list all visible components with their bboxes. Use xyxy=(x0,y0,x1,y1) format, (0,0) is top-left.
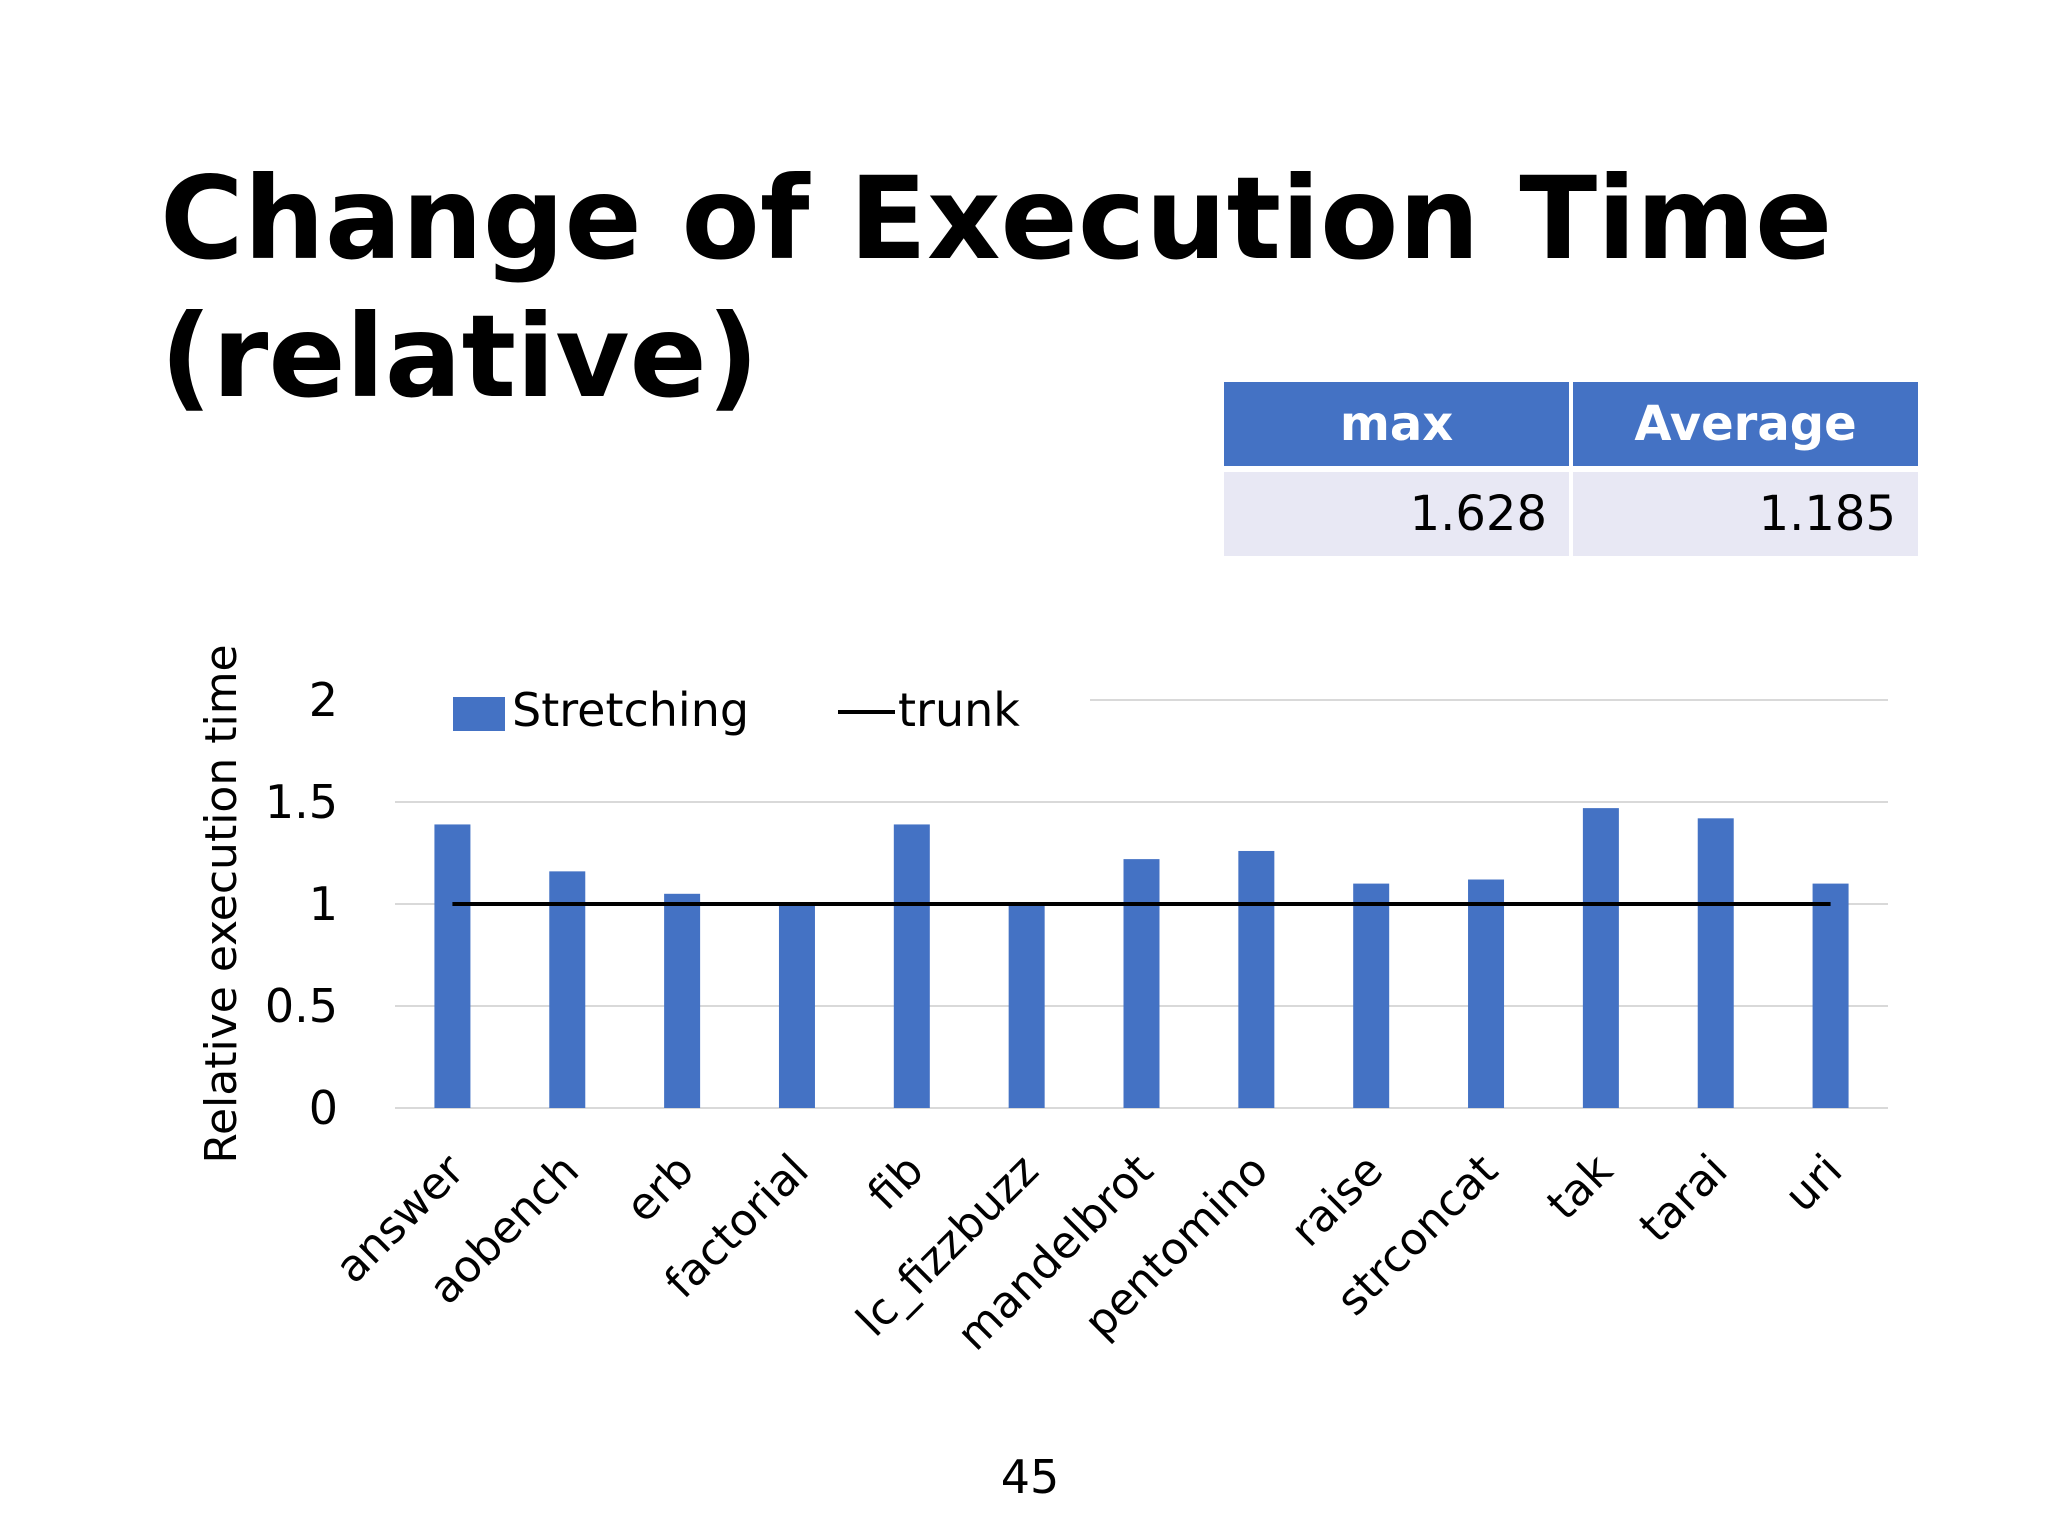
stats-header-row: max Average xyxy=(1224,382,1918,472)
y-tick-label: 0 xyxy=(309,1081,338,1135)
page-number: 45 xyxy=(1000,1450,1060,1504)
title-line-1: Change of Execution Time xyxy=(160,152,1833,285)
x-tick-label: tak xyxy=(1537,1144,1623,1230)
y-tick-label: 0.5 xyxy=(265,979,338,1033)
x-tick-label: erb xyxy=(616,1145,704,1233)
max-header: max xyxy=(1224,382,1569,472)
x-tick-label: fib xyxy=(858,1145,933,1220)
max-value: 1.628 xyxy=(1224,472,1569,556)
bar-erb xyxy=(664,893,701,1108)
bar-pentomino xyxy=(1238,850,1275,1108)
slide-title: Change of Execution Time (relative) xyxy=(160,150,1832,426)
y-tick-label: 2 xyxy=(309,673,338,727)
bar-mandelbrot xyxy=(1123,859,1160,1108)
bar-uri xyxy=(1812,883,1849,1108)
legend-label-stretching: Stretching xyxy=(512,683,749,737)
x-tick-label: uri xyxy=(1775,1145,1852,1222)
legend-label-trunk: trunk xyxy=(898,683,1020,737)
average-header: Average xyxy=(1573,382,1918,472)
average-value: 1.185 xyxy=(1573,472,1918,556)
stats-table: max Average 1.628 1.185 xyxy=(1220,382,1922,556)
legend-swatch-stretching xyxy=(453,697,505,731)
bar-answer xyxy=(434,824,471,1108)
bar-tak xyxy=(1582,808,1619,1108)
bar-fib xyxy=(893,824,930,1108)
stats-value-row: 1.628 1.185 xyxy=(1224,472,1918,556)
title-line-2: (relative) xyxy=(160,290,759,423)
x-tick-label: tarai xyxy=(1630,1145,1738,1253)
bar-factorial xyxy=(778,904,815,1108)
y-axis-label: Relative execution time xyxy=(196,644,247,1163)
bar-aobench xyxy=(549,871,586,1108)
bar-strconcat xyxy=(1468,879,1505,1108)
bar-tarai xyxy=(1697,818,1734,1108)
bar-raise xyxy=(1353,883,1390,1108)
y-tick-label: 1 xyxy=(309,877,338,931)
y-tick-label: 1.5 xyxy=(265,775,338,829)
bar-lc_fizzbuzz xyxy=(1008,904,1045,1108)
